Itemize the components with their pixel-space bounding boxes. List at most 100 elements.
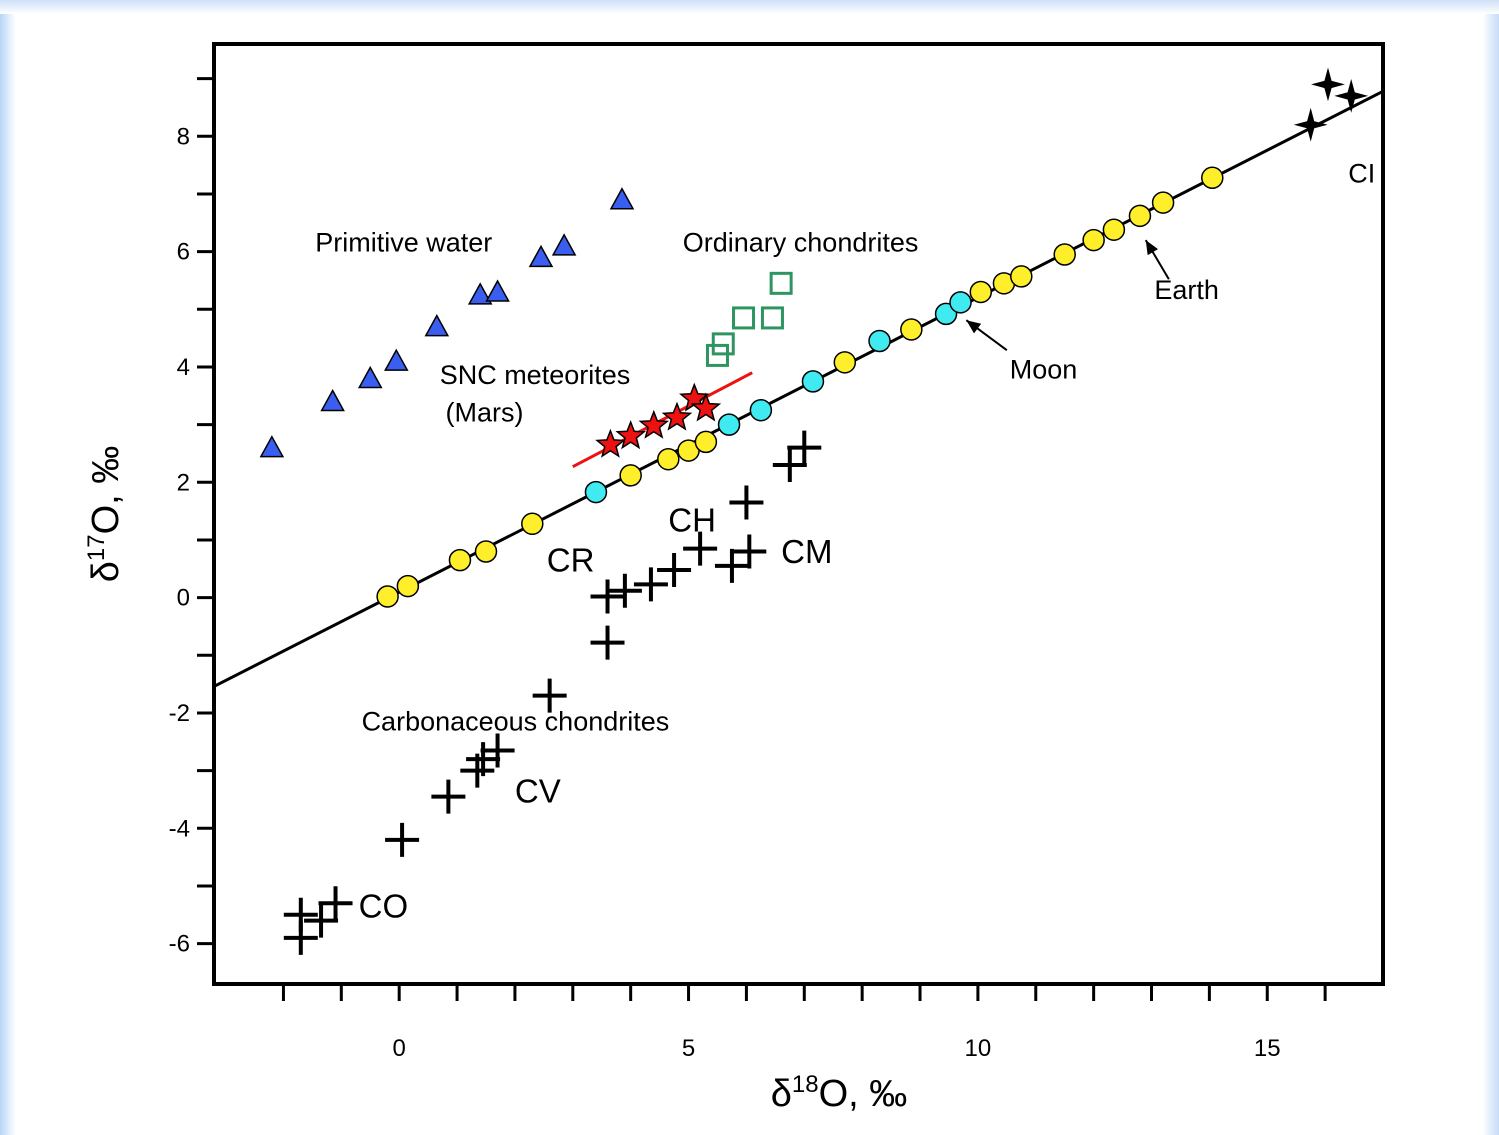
x-tick-label: 15 <box>1254 1035 1281 1062</box>
plus-point <box>532 678 567 713</box>
plus-point <box>683 531 718 566</box>
square-point <box>711 332 735 356</box>
plus-point <box>732 534 767 569</box>
circle-point <box>396 574 420 598</box>
axis-ticks: 0 5 10 15 -6 -4 -2 0 2 4 6 8 <box>169 77 1327 1062</box>
annotation-label: Carbonaceous chondrites <box>362 706 670 736</box>
square-point <box>732 306 756 330</box>
annotation-label: CR <box>547 542 595 579</box>
plus-point <box>772 447 807 482</box>
plus-point <box>304 903 339 938</box>
circle-point <box>1201 166 1224 190</box>
star4-point <box>1334 78 1369 113</box>
square-point <box>705 343 729 367</box>
triangle-point <box>320 388 345 412</box>
plus-point <box>431 779 466 814</box>
plus-point <box>714 548 749 583</box>
circle-point <box>749 398 773 422</box>
annotation-label: Earth <box>1154 275 1219 305</box>
plus-point <box>283 897 318 932</box>
arrow-head <box>966 320 982 334</box>
x-tick-label: 10 <box>965 1035 992 1062</box>
plus-point <box>318 886 353 921</box>
circle-point <box>694 430 718 454</box>
annotation-label: CM <box>781 533 832 570</box>
annotation-label: Primitive water <box>315 228 492 258</box>
arrow-head <box>1145 240 1159 256</box>
annotation-label: CH <box>668 501 716 538</box>
circle-point <box>619 464 642 487</box>
plus-point <box>729 485 764 520</box>
circle-point <box>833 351 857 374</box>
data-points <box>259 67 1369 955</box>
x-axis-title: δ18O, ‰ <box>771 1071 908 1115</box>
star-point <box>638 409 670 439</box>
annotation-label: (Mars) <box>445 398 523 428</box>
y-tick-label: -4 <box>169 815 190 842</box>
annotations: Primitive water Ordinary chondrites SNC me… <box>315 158 1375 924</box>
triangle-point <box>424 314 450 337</box>
annotation-label: CO <box>359 888 409 925</box>
y-tick-label: 2 <box>177 469 190 496</box>
star-point <box>595 428 626 458</box>
triangle-point <box>384 348 409 371</box>
star4-point <box>1311 67 1345 102</box>
y-tick-label: 8 <box>177 123 190 150</box>
plus-point <box>590 579 625 614</box>
circle-point <box>448 548 472 572</box>
plus-point <box>466 742 501 777</box>
plus-point <box>480 733 515 768</box>
annotation-label: Ordinary chondrites <box>683 228 919 258</box>
plus-point <box>385 822 420 857</box>
trend-line <box>572 371 753 469</box>
circle-point <box>868 329 891 353</box>
circle-point <box>1082 228 1105 252</box>
triangle-point <box>259 435 285 458</box>
plot-frame <box>212 42 1385 986</box>
circle-point <box>584 480 608 504</box>
circle-point <box>657 447 680 471</box>
x-tick-label: 0 <box>393 1035 406 1062</box>
circle-point <box>521 512 544 536</box>
triangle-point <box>467 282 493 305</box>
triangle-point <box>551 233 577 256</box>
x-tick-label: 5 <box>682 1035 695 1062</box>
y-axis-title: δ17O, ‰ <box>83 446 127 583</box>
annotation-label: Moon <box>1010 354 1078 384</box>
circle-point <box>1010 265 1033 288</box>
plus-point <box>657 552 692 587</box>
triangle-point <box>485 279 510 302</box>
y-tick-label: 4 <box>177 354 190 381</box>
circle-point <box>1128 204 1152 228</box>
circle-point <box>801 370 825 393</box>
annotation-label: CV <box>515 772 561 809</box>
plus-point <box>787 430 822 465</box>
circle-point <box>900 318 923 341</box>
top-band <box>0 0 1499 14</box>
square-point <box>769 271 793 295</box>
plus-point <box>607 573 642 608</box>
circle-point <box>717 413 741 436</box>
plus-point <box>633 567 668 602</box>
star-point <box>690 392 722 422</box>
plus-point <box>590 625 625 660</box>
y-tick-label: 6 <box>177 239 190 266</box>
star-point <box>615 420 646 450</box>
circle-point <box>1102 218 1126 241</box>
circle-point <box>474 540 498 563</box>
triangle-point <box>609 187 635 210</box>
star4-point <box>1293 107 1328 142</box>
circle-point <box>949 291 972 314</box>
square-point <box>760 306 784 330</box>
annotation-label: CI <box>1348 158 1375 188</box>
circle-point <box>969 280 993 304</box>
circle-point <box>1053 243 1076 266</box>
triangle-point <box>528 244 554 268</box>
y-tick-label: -2 <box>169 700 190 727</box>
star-point <box>661 401 693 431</box>
annotation-label: SNC meteorites <box>440 360 631 390</box>
y-tick-label: 0 <box>177 585 190 612</box>
circle-point <box>376 585 399 608</box>
circle-point <box>1151 191 1175 214</box>
